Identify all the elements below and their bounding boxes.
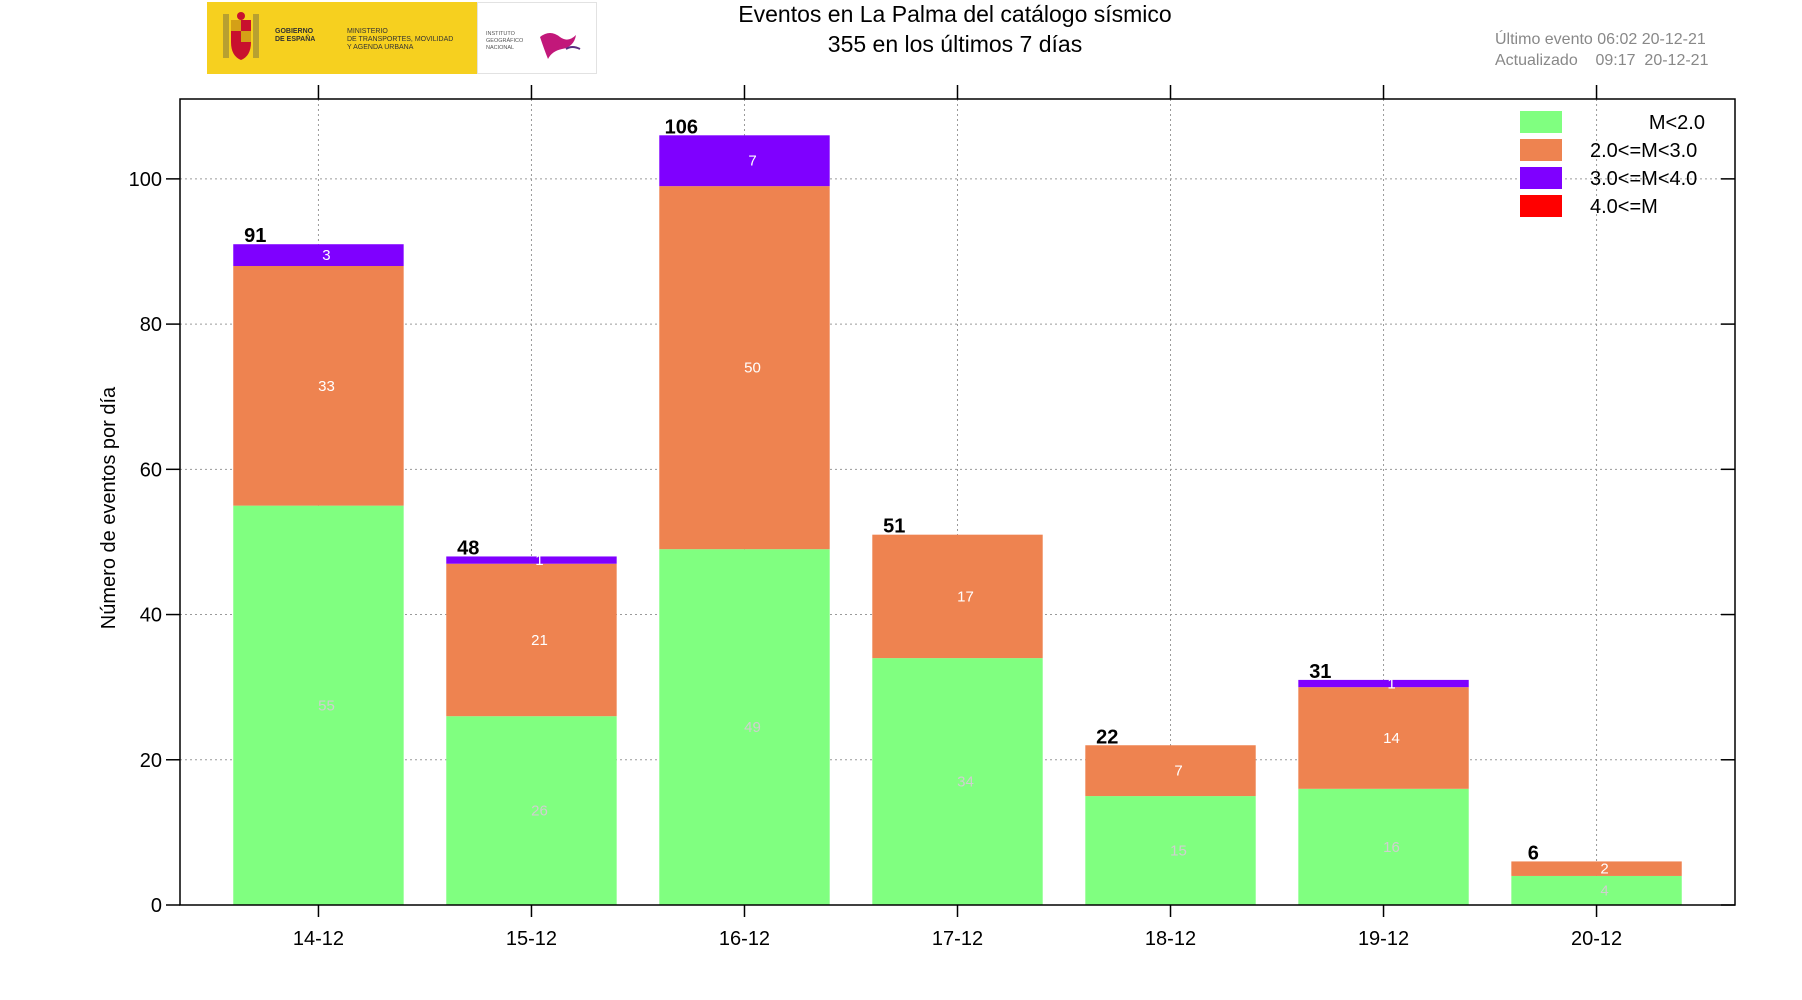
x-tick-label: 19-12 [1358, 928, 1409, 950]
x-tick-label: 14-12 [293, 928, 344, 950]
ministry-text: MINISTERIO DE TRANSPORTES, MOVILIDAD Y A… [347, 28, 454, 51]
bar-segment-label: 4 [1600, 882, 1608, 899]
bar-segment-label: 15 [1170, 843, 1187, 860]
bar-segment [1085, 745, 1256, 797]
bar-segment-label: 16 [1383, 839, 1400, 856]
bar-segment-label: 49 [744, 719, 761, 736]
bar-total-label: 51 [883, 516, 905, 538]
ign-logo-icon [540, 33, 581, 59]
bar-segment-label: 21 [531, 632, 548, 649]
bar-segment-label: 17 [957, 588, 974, 605]
bar-segment-label: 3 [322, 247, 330, 264]
bar-segment [233, 266, 404, 506]
bar-segment [1085, 796, 1256, 905]
bar-segment [1298, 687, 1469, 789]
y-tick-label: 40 [140, 605, 162, 627]
y-tick-label: 20 [140, 750, 162, 772]
bar-segment [659, 135, 830, 187]
chart-title-line1: Eventos en La Palma del catálogo sísmico [738, 1, 1171, 27]
ign-logo-panel: INSTITUTO GEOGRÁFICO NACIONAL [477, 2, 597, 74]
bar-segment-label: 14 [1383, 730, 1400, 747]
gobierno-text: GOBIERNO DE ESPAÑA [275, 28, 316, 43]
x-tick-label: 20-12 [1571, 928, 1622, 950]
legend-label: 3.0<=M<4.0 [1590, 168, 1697, 190]
bar-segment-label: 33 [318, 378, 335, 395]
bar-segment-label: 34 [957, 774, 974, 791]
legend-swatch [1520, 195, 1562, 217]
bar-segment [446, 563, 617, 717]
bar-segment [872, 534, 1043, 659]
legend-swatch [1520, 167, 1562, 189]
bar-total-label: 48 [457, 537, 479, 559]
bar-segment [1298, 679, 1469, 688]
x-tick-label: 15-12 [506, 928, 557, 950]
plot-area: 5533391262114849507106341751157221614131… [129, 85, 1736, 950]
bar-total-label: 91 [244, 225, 266, 247]
bar-total-label: 31 [1309, 661, 1331, 683]
x-tick-label: 16-12 [719, 928, 770, 950]
bar-segment-label: 55 [318, 697, 335, 714]
bar-total-label: 22 [1096, 726, 1118, 748]
ign-text: INSTITUTO GEOGRÁFICO NACIONAL [486, 31, 524, 51]
bar-segment [659, 186, 830, 550]
y-tick-label: 100 [129, 169, 162, 191]
last-event-text: Último evento 06:02 20-12-21 [1495, 29, 1706, 48]
y-tick-label: 0 [151, 895, 162, 917]
bar-segment [233, 505, 404, 905]
bar-segment [1511, 875, 1682, 905]
y-tick-label: 80 [140, 314, 162, 336]
y-axis-label: Número de eventos por día [98, 386, 120, 629]
chart-title-line2: 355 en los últimos 7 días [828, 31, 1082, 57]
bar-segment-label: 1 [1387, 676, 1395, 693]
government-logo-panel: GOBIERNO DE ESPAÑA MINISTERIO DE TRANSPO… [207, 2, 477, 74]
bar-segment-label: 50 [744, 360, 761, 377]
legend-swatch [1520, 139, 1562, 161]
coat-of-arms-icon [223, 12, 259, 60]
legend-swatch [1520, 111, 1562, 133]
bar-segment [233, 244, 404, 267]
bar-segment-label: 2 [1600, 861, 1608, 878]
bar-segment [446, 716, 617, 905]
bar-segment [1298, 788, 1469, 905]
bar-segment [1511, 861, 1682, 876]
x-tick-label: 18-12 [1145, 928, 1196, 950]
legend-label: 4.0<=M [1590, 196, 1658, 218]
y-tick-label: 60 [140, 459, 162, 481]
bar-segment-label: 7 [748, 153, 756, 170]
updated-text: Actualizado 09:17 20-12-21 [1495, 52, 1709, 69]
bar-segment-label: 26 [531, 803, 548, 820]
legend-label: 2.0<=M<3.0 [1590, 140, 1697, 162]
ministry-logo: GOBIERNO DE ESPAÑA MINISTERIO DE TRANSPO… [207, 2, 597, 74]
bar-segment [659, 549, 830, 905]
bar-total-label: 106 [665, 116, 698, 138]
bar-segment-label: 7 [1174, 763, 1182, 780]
bar-segment [446, 556, 617, 564]
x-tick-label: 17-12 [932, 928, 983, 950]
bar-segment-label: 1 [535, 552, 543, 569]
bar-total-label: 6 [1528, 842, 1539, 864]
bar-segment [872, 658, 1043, 905]
legend-label: M<2.0 [1649, 112, 1705, 134]
